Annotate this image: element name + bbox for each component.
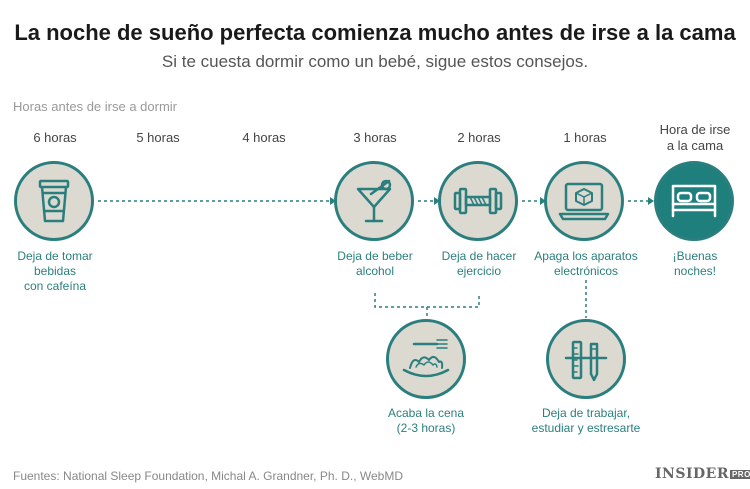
step-label-work: Deja de trabajar, estudiar y estresarte (531, 406, 641, 435)
arrow-head (648, 197, 654, 205)
step-dinner-circle (386, 319, 466, 399)
bed-icon (671, 184, 717, 218)
dinner-bracket (374, 293, 480, 308)
hour-label-2: 2 horas (457, 130, 501, 145)
page-subtitle: Si te cuesta dormir como un bebé, sigue … (161, 52, 589, 71)
hour-label-5: 5 horas (136, 130, 180, 145)
hour-label-4: 4 horas (242, 130, 286, 145)
spaghetti-plate-icon (402, 339, 450, 378)
step-work-circle (546, 319, 626, 399)
step-exercise-circle (438, 161, 518, 241)
page-title: La noche de sueño perfecta comienza much… (14, 20, 736, 45)
step-label-goodnight: ¡Buenas noches! (672, 249, 718, 278)
step-label-alcohol: Deja de beber alcohol (337, 249, 413, 278)
logo-text: INSIDER (655, 466, 729, 482)
step-alcohol-circle (334, 161, 414, 241)
laptop-icon (558, 182, 610, 221)
hour-label-6: 6 horas (33, 130, 77, 145)
cocktail-glass-icon (356, 179, 392, 223)
step-bedtime-circle (654, 161, 734, 241)
step-label-electronics: Apaga los aparatos electrónicos (534, 249, 638, 278)
step-caffeine-circle (14, 161, 94, 241)
sources-footer: Fuentes: National Sleep Foundation, Mich… (13, 469, 403, 483)
step-electronics-circle (544, 161, 624, 241)
step-label-exercise: Deja de hacer ejercicio (441, 249, 517, 278)
step-label-caffeine: Deja de tomar bebidas con cafeína (17, 249, 93, 293)
hour-label-3: 3 horas (353, 130, 397, 145)
axis-title: Horas antes de irse a dormir (13, 99, 178, 114)
arrow-head (330, 197, 336, 205)
insider-logo: INSIDER PRO (655, 466, 750, 482)
coffee-cup-icon (38, 179, 70, 223)
dumbbell-icon (453, 187, 503, 215)
hour-label-1: 1 horas (563, 130, 607, 145)
step-label-dinner: Acaba la cena (2-3 horas) (387, 406, 465, 435)
hour-label-bedtime: Hora de irse a la cama (659, 122, 731, 153)
logo-badge: PRO (729, 470, 750, 479)
arrow-head (540, 197, 546, 205)
pencil-ruler-icon (564, 340, 608, 382)
arrow-head (434, 197, 440, 205)
